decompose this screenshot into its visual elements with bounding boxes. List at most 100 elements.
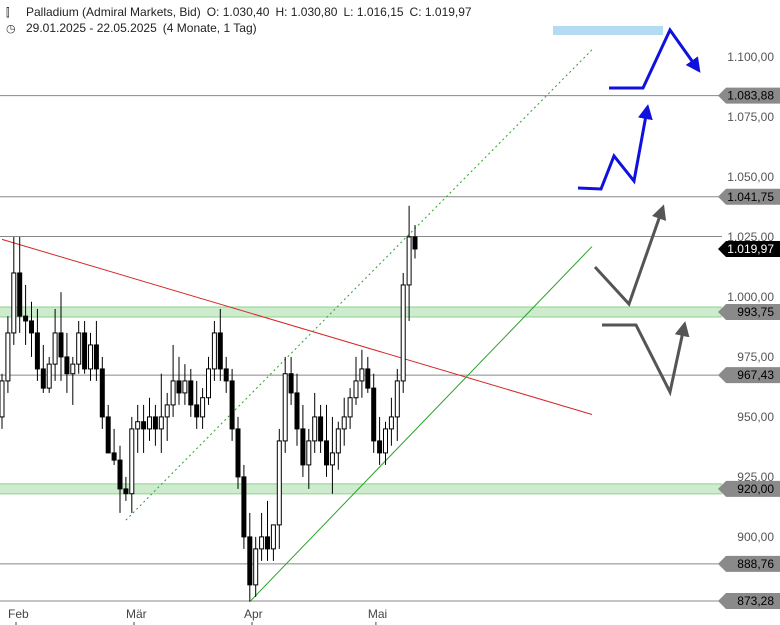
candle-down [40, 368, 46, 389]
candle-up [46, 363, 52, 389]
candle-down [176, 380, 182, 394]
scenario-arrow [593, 204, 667, 307]
level-price-tag [718, 303, 780, 320]
level-price-label: 967,43 [737, 368, 774, 382]
candle-up [182, 380, 188, 394]
candle-down [217, 332, 223, 370]
candle-up [253, 548, 259, 586]
candle-down [23, 315, 29, 322]
candle-up [158, 416, 164, 430]
level-price-label: 993,75 [737, 305, 774, 319]
candle-up [164, 404, 170, 418]
x-tick-label: Mär [126, 607, 147, 621]
candle-down [300, 428, 306, 466]
candle-down [371, 387, 377, 442]
candlestick-icon: ⫿ [6, 7, 10, 19]
candle-down [318, 416, 324, 442]
high-value: H: 1.030,80 [275, 5, 338, 19]
candle-down [82, 332, 88, 370]
candle-up [383, 428, 388, 454]
level-price-tag [718, 555, 780, 572]
candle-down [294, 392, 300, 430]
instrument-name: Palladium (Admiral Markets, Bid) [26, 5, 201, 19]
candle-up [147, 416, 152, 430]
candle-down [123, 488, 129, 495]
support-zone [0, 483, 722, 494]
scenario-arrow [609, 27, 701, 90]
candle-down [58, 332, 64, 358]
candle-up [52, 332, 58, 365]
candle-down [64, 356, 70, 375]
candle-down [111, 452, 117, 461]
open-value: O: 1.030,40 [206, 5, 270, 19]
y-tick-label: 1.025,00 [727, 230, 774, 244]
y-tick-label: 925,00 [737, 470, 774, 484]
candle-down [324, 440, 329, 466]
level-price-tag [718, 480, 780, 497]
current-price-label: 1.019,97 [727, 242, 774, 256]
candle-up [76, 332, 82, 365]
candle-down [377, 440, 383, 454]
trendline [1, 238, 593, 415]
candle-up [211, 332, 217, 370]
candle-up [5, 332, 11, 382]
support-zone [0, 306, 722, 317]
candle-up [394, 380, 400, 418]
level-price-tag [718, 188, 780, 205]
candle-up [335, 428, 341, 454]
candle-up [135, 421, 141, 430]
highlight-box [553, 26, 663, 35]
y-tick-label: 1.000,00 [727, 290, 774, 304]
candle-up [200, 397, 206, 418]
level-price-tag [718, 367, 780, 384]
candle-down [188, 380, 194, 406]
candle-up [170, 380, 176, 406]
candle-down [34, 332, 40, 370]
clock-icon: ◷ [6, 23, 16, 35]
candle-down [229, 380, 235, 430]
candle-up [276, 440, 282, 526]
candle-up [88, 344, 93, 370]
level-price-label: 873,28 [737, 594, 774, 608]
y-tick-label: 950,00 [737, 410, 774, 424]
y-tick-label: 900,00 [737, 530, 774, 544]
level-price-label: 888,76 [737, 557, 774, 571]
candle-down [105, 416, 111, 454]
candle-up [347, 397, 353, 418]
candle-up [400, 284, 406, 382]
y-tick-label: 975,00 [737, 350, 774, 364]
candle-down [223, 368, 229, 382]
candle-down [241, 476, 247, 538]
y-tick-label: 1.050,00 [727, 170, 774, 184]
candle-up [11, 272, 17, 334]
candle-up [329, 452, 335, 466]
candle-down [99, 368, 105, 418]
candle-up [341, 416, 347, 430]
x-tick-label: Mai [368, 607, 387, 621]
candle-down [412, 236, 418, 250]
x-tick-label: Feb [8, 607, 29, 621]
level-price-tag [718, 593, 780, 609]
candle-up [0, 380, 5, 418]
low-value: L: 1.016,15 [343, 5, 404, 19]
candle-down [365, 368, 371, 389]
candle-up [312, 416, 318, 442]
period-label: (4 Monate, 1 Tag) [162, 21, 257, 35]
level-price-label: 1.083,88 [727, 89, 774, 103]
candle-down [288, 373, 294, 394]
chart-header-row-1: ⫿ Palladium (Admiral Markets, Bid) O: 1.03… [6, 5, 478, 20]
scenario-arrow [577, 104, 653, 191]
candle-up [282, 373, 288, 442]
candle-up [206, 368, 211, 399]
candle-down [117, 459, 123, 490]
candle-up [259, 536, 265, 550]
trendline [249, 246, 593, 603]
candle-down [141, 421, 147, 430]
trendline [125, 49, 593, 521]
level-price-tag [718, 87, 780, 104]
candle-down [265, 536, 270, 550]
candle-down [152, 416, 158, 430]
date-range: 29.01.2025 - 22.05.2025 [26, 21, 157, 35]
candle-up [129, 428, 135, 495]
